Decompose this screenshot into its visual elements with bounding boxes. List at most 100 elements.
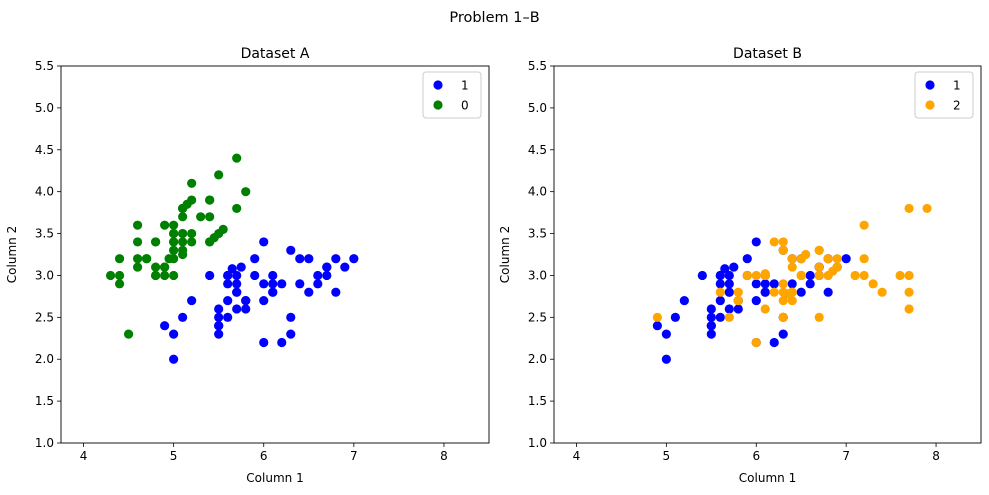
data-point [670, 312, 680, 322]
data-point [868, 279, 878, 289]
data-point [295, 254, 305, 264]
axes-frame [60, 65, 490, 444]
data-point [169, 228, 179, 239]
data-point [769, 337, 779, 348]
data-point [232, 270, 242, 281]
data-point [706, 312, 716, 322]
data-point [123, 329, 134, 339]
data-point [322, 270, 332, 281]
data-point [724, 287, 734, 297]
figure-suptitle: Problem 1–B [449, 10, 539, 26]
data-point [178, 249, 188, 260]
data-point [832, 254, 842, 264]
data-point [187, 195, 197, 205]
data-point [259, 279, 269, 289]
chart-1: Dataset A 4 5 6 7 8 1.0 1.5 2.0 2.5 3.0 3.5 4.0 4.5 5.… [5, 46, 490, 485]
data-point [214, 304, 224, 314]
data-point [715, 295, 725, 306]
data-point [250, 254, 260, 264]
data-point [715, 270, 725, 281]
data-point [268, 287, 278, 297]
data-point [904, 287, 914, 297]
y-tick-label: 1.0 [35, 436, 54, 450]
data-point [241, 187, 251, 197]
y-tick-label: 5.5 [528, 59, 547, 73]
data-point [823, 254, 833, 264]
data-point [205, 212, 215, 222]
data-point [241, 295, 251, 306]
y-tick-label: 5.5 [35, 59, 54, 73]
data-point [205, 270, 215, 281]
legend: 12 [914, 71, 974, 119]
data-point [715, 287, 725, 297]
data-point [178, 212, 188, 222]
data-point [286, 329, 296, 339]
legend-marker [433, 80, 443, 90]
y-axis-label: Column 2 [498, 226, 512, 283]
x-tick-label: 5 [663, 449, 671, 463]
data-point [904, 203, 914, 214]
data-point [331, 287, 341, 297]
data-point [724, 270, 734, 281]
y-axis-label: Column 2 [5, 226, 19, 283]
data-point [769, 287, 779, 297]
data-point [720, 264, 730, 274]
data-point [214, 312, 224, 322]
data-point [733, 295, 743, 306]
data-point [241, 304, 251, 314]
data-point [196, 212, 206, 222]
y-tick-label: 3.0 [528, 268, 547, 282]
data-point [895, 270, 905, 281]
data-point [232, 203, 242, 214]
legend-label: 2 [953, 99, 961, 113]
data-point [724, 312, 734, 322]
data-point [801, 249, 811, 260]
data-point [227, 264, 237, 274]
data-point [169, 270, 179, 281]
chart-title: Dataset A [241, 46, 310, 62]
data-point [259, 237, 269, 247]
data-point [236, 262, 246, 272]
data-point [313, 279, 323, 289]
data-point [729, 262, 739, 272]
data-point [814, 312, 824, 322]
y-tick-label: 4.0 [528, 185, 547, 199]
data-point [232, 153, 242, 163]
y-tick-label: 2.5 [35, 310, 54, 324]
data-point [178, 312, 188, 322]
data-point [787, 279, 797, 289]
data-point [778, 237, 788, 247]
data-point [286, 312, 296, 322]
data-point [787, 262, 797, 272]
data-point [922, 203, 932, 214]
data-point [169, 220, 179, 230]
data-point [178, 228, 188, 239]
data-point [295, 279, 305, 289]
x-tick-label: 6 [260, 449, 268, 463]
legend-marker [433, 100, 443, 110]
data-point [114, 254, 125, 264]
y-tick-label: 4.5 [528, 143, 547, 157]
x-tick-label: 4 [573, 449, 581, 463]
data-point [850, 270, 860, 281]
data-point [205, 195, 215, 205]
data-point [142, 254, 152, 264]
data-point [178, 237, 188, 247]
y-tick-label: 2.5 [528, 310, 547, 324]
data-point [796, 270, 806, 281]
data-point [733, 304, 743, 314]
data-point [313, 270, 323, 281]
data-point [904, 304, 914, 314]
data-point [232, 279, 242, 289]
data-point [164, 254, 174, 264]
series-1 [160, 237, 359, 364]
data-point [661, 354, 671, 364]
data-point [160, 262, 170, 272]
data-point [796, 287, 806, 297]
y-tick-label: 5.0 [35, 101, 54, 115]
data-point [805, 270, 815, 281]
data-point [250, 270, 260, 281]
legend-marker [925, 100, 935, 110]
data-point [859, 270, 869, 281]
